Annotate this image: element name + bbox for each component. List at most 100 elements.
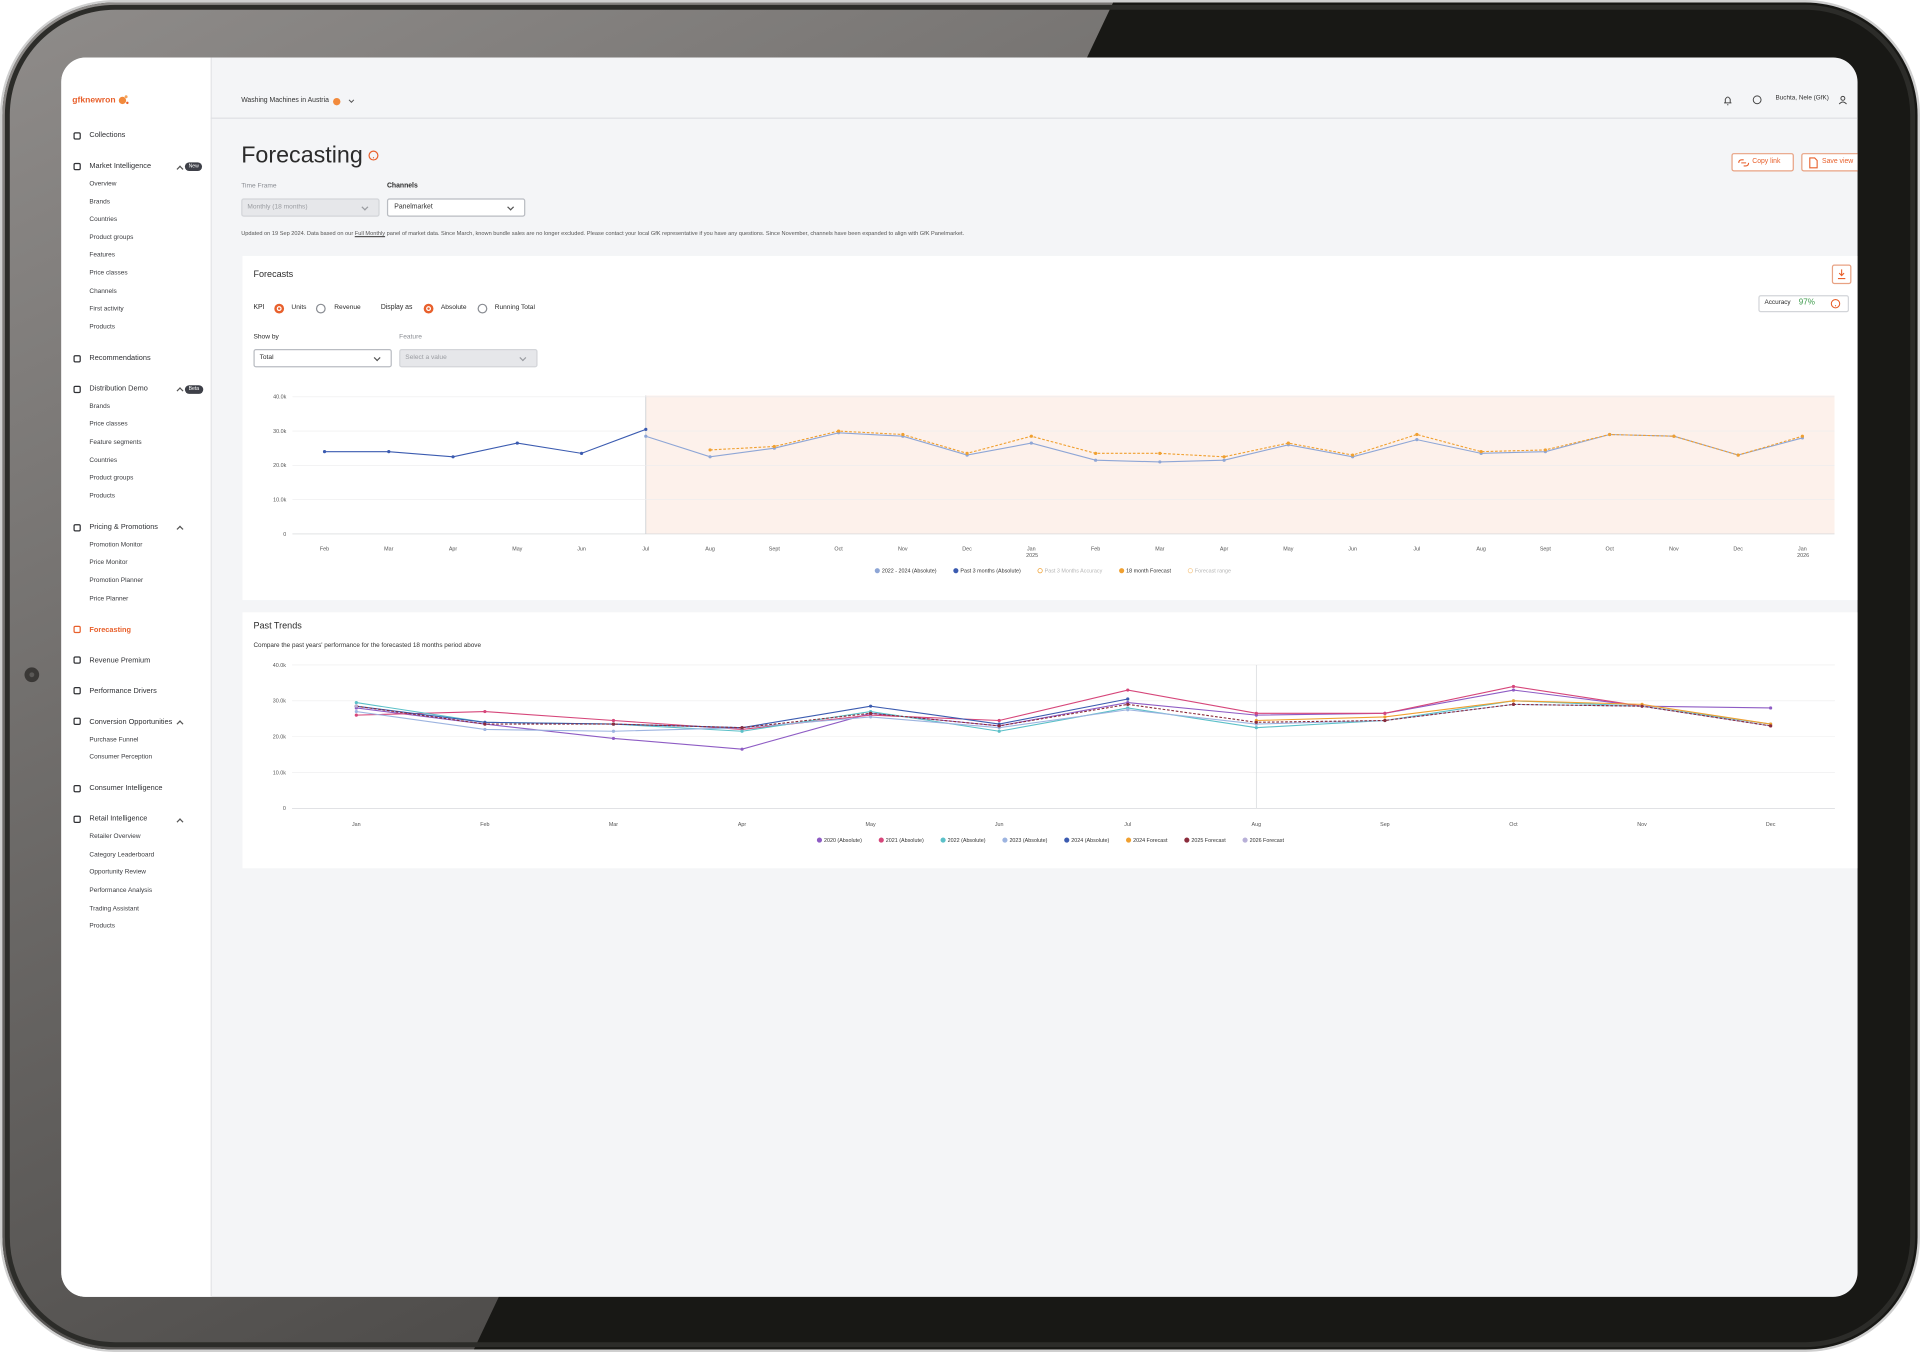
menu-item[interactable]: Products <box>89 492 115 500</box>
data-point <box>965 451 969 455</box>
data-point <box>1383 718 1387 723</box>
x-tick-label: Jun <box>1348 546 1357 552</box>
menu-heading[interactable]: Pricing & Promotions <box>89 523 158 532</box>
menu-item[interactable]: Products <box>89 922 115 931</box>
radio-running-total[interactable] <box>477 303 488 314</box>
radio-label[interactable]: Revenue <box>334 304 361 312</box>
x-tick-label: Aug <box>705 546 715 552</box>
menu-item[interactable]: Trading Assistant <box>89 904 139 913</box>
legend-label: Forecast range <box>1195 569 1231 575</box>
menu-item[interactable]: Price Monitor <box>89 559 128 567</box>
menu-item[interactable]: Price classes <box>89 420 128 429</box>
notice-link[interactable]: Full Monthly <box>354 229 386 236</box>
save-view-button[interactable] <box>1801 153 1858 172</box>
menu-icon <box>73 784 81 793</box>
y-tick-label: 0 <box>283 806 286 812</box>
legend: 2022 - 2024 (Absolute) Past 3 months (Abs… <box>874 568 1231 575</box>
x-tick-label: Mar <box>384 546 393 552</box>
x-tick-label: Jul <box>1413 546 1420 552</box>
context-selector[interactable]: Washing Machines in Austria <box>241 96 329 105</box>
x-tick-label: Dec <box>1766 822 1776 828</box>
menu-item[interactable]: Consumer Perception <box>89 753 153 762</box>
menu-icon <box>73 656 81 665</box>
menu-heading[interactable]: Distribution Demo <box>89 385 148 393</box>
user-name[interactable]: Buchta, Nele (GfK) <box>1775 94 1829 103</box>
user-icon[interactable] <box>1840 95 1846 101</box>
menu-item[interactable]: First activity <box>89 305 124 313</box>
menu-item[interactable]: Category Leaderboard <box>89 851 155 859</box>
radio-revenue[interactable] <box>315 303 326 314</box>
notification-icon[interactable] <box>1724 96 1732 106</box>
data-point <box>354 700 358 705</box>
logo[interactable]: gfknewron <box>72 96 116 105</box>
menu-item[interactable]: Price Planner <box>89 595 129 603</box>
screen: gfknewron Collections Market Intelligence… <box>61 57 1858 1297</box>
radio-units[interactable] <box>274 303 285 314</box>
y-tick-label: 20.0k <box>273 734 286 740</box>
menu-heading[interactable]: Collections <box>89 132 126 140</box>
data-point <box>997 718 1001 723</box>
menu-item[interactable]: Countries <box>89 456 118 465</box>
menu-icon <box>73 718 81 726</box>
show-by-select[interactable] <box>253 349 392 368</box>
legend-label: 2022 (Absolute) <box>948 838 986 844</box>
y-tick-label: 20.0k <box>273 463 286 469</box>
data-point <box>708 455 712 459</box>
menu-item[interactable]: Price classes <box>89 269 128 278</box>
accuracy-help-icon[interactable] <box>1829 298 1841 310</box>
data-point <box>1351 453 1355 457</box>
legend-label: Past 3 months (Absolute) <box>960 569 1021 575</box>
menu-item[interactable]: Product groups <box>89 474 134 482</box>
data-point <box>387 450 391 454</box>
data-point <box>1254 720 1258 724</box>
x-tick-label: Mar <box>1155 546 1164 552</box>
show-by-value[interactable]: Total <box>259 353 274 362</box>
chart: 0 10.0k 20.0k 30.0k 40.0k Jan Feb Mar Apr May Jun J… <box>273 663 1835 844</box>
menu-item[interactable]: Features <box>89 251 115 260</box>
channels-value[interactable]: Panelmarket <box>394 202 433 211</box>
legend-label: 2023 (Absolute) <box>1009 838 1047 844</box>
menu-item[interactable]: Overview <box>89 180 117 188</box>
menu-icon <box>73 687 81 695</box>
menu-heading[interactable]: Forecasting <box>89 626 132 634</box>
copy-link-label[interactable]: Copy link <box>1752 157 1781 165</box>
menu-item[interactable]: Channels <box>89 287 117 296</box>
menu-heading[interactable]: Market Intelligence <box>89 162 152 171</box>
save-view-label[interactable]: Save view <box>1822 157 1854 165</box>
title-help-icon[interactable] <box>367 149 379 161</box>
menu-item[interactable]: Retailer Overview <box>89 833 141 841</box>
menu-heading[interactable]: Recommendations <box>89 354 151 363</box>
radio-absolute[interactable] <box>423 303 434 314</box>
menu-heading[interactable]: Retail Intelligence <box>89 815 148 824</box>
copy-link-button[interactable] <box>1731 153 1794 172</box>
data-point <box>1094 458 1098 462</box>
card-title: Forecasts <box>253 268 294 280</box>
menu-item[interactable]: Opportunity Review <box>89 869 147 877</box>
menu-heading[interactable]: Consumer Intelligence <box>89 785 163 793</box>
menu-item[interactable]: Brands <box>89 198 110 206</box>
menu-item[interactable]: Products <box>89 323 115 331</box>
data-point <box>1029 434 1033 438</box>
channels-select[interactable] <box>386 198 526 217</box>
data-point <box>1383 715 1387 719</box>
data-point <box>611 729 616 733</box>
menu-item[interactable]: Performance Analysis <box>89 887 153 895</box>
data-point <box>1126 688 1130 692</box>
menu-item[interactable]: Product groups <box>89 234 134 242</box>
menu-item[interactable]: Promotion Monitor <box>89 541 143 549</box>
help-icon[interactable] <box>1752 95 1762 105</box>
x-tick-label: Mar <box>609 822 618 828</box>
menu-item[interactable]: Promotion Planner <box>89 577 144 585</box>
data-point <box>1511 688 1516 692</box>
feature-placeholder: Select a value <box>405 353 447 362</box>
radio-label[interactable]: Absolute <box>440 304 467 312</box>
menu-item[interactable]: Purchase Funnel <box>89 735 139 744</box>
radio-label[interactable]: Running Total <box>494 304 535 312</box>
menu-item[interactable]: Countries <box>89 216 118 224</box>
menu-item[interactable]: Brands <box>89 403 110 411</box>
radio-label[interactable]: Units <box>291 304 307 312</box>
menu-heading[interactable]: Revenue Premium <box>89 657 151 665</box>
menu-heading[interactable]: Performance Drivers <box>89 687 157 696</box>
menu-heading[interactable]: Conversion Opportunities <box>89 718 173 726</box>
menu-item[interactable]: Feature segments <box>89 438 142 447</box>
